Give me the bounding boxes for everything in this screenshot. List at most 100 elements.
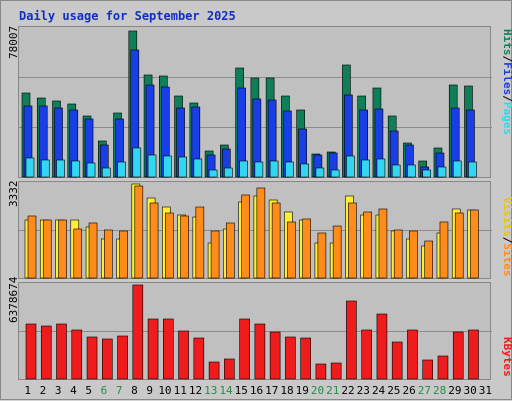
kbytes-panel: [18, 282, 492, 380]
legend-sites: Sites: [501, 243, 512, 276]
kbytes-bar: [330, 362, 342, 380]
sites-bar: [42, 219, 52, 279]
sites-bar: [348, 202, 357, 279]
pages-bar: [178, 156, 187, 178]
pages-bar: [269, 160, 279, 178]
hits-files-pages-panel: [18, 26, 492, 178]
kbytes-bar: [452, 331, 464, 380]
kbytes-bar: [86, 336, 98, 380]
kbytes-chart: [19, 284, 492, 380]
day-label: 9: [146, 384, 153, 397]
day-label: 7: [116, 384, 123, 397]
hits-files-pages-chart: [19, 30, 492, 178]
day-label: 19: [296, 384, 309, 397]
day-label: 24: [372, 384, 386, 397]
pages-bar: [147, 154, 157, 178]
pages-bar: [452, 160, 462, 178]
pages-bar: [239, 160, 248, 178]
sites-bar: [332, 225, 342, 279]
legend-pages: Pages: [501, 102, 512, 135]
kbytes-bar: [468, 329, 479, 380]
pages-bar: [208, 169, 218, 178]
day-label: 25: [387, 384, 400, 397]
day-label: 8: [131, 384, 138, 397]
sites-bar: [103, 229, 113, 279]
kbytes-bar: [239, 318, 250, 380]
day-label: 13: [204, 384, 217, 397]
day-label: 21: [326, 384, 339, 397]
kbytes-bar: [193, 337, 205, 380]
sites-bar: [424, 240, 434, 279]
kbytes-bar: [361, 329, 372, 380]
day-label: 17: [265, 384, 278, 397]
kbytes-bar: [391, 341, 403, 380]
pages-bar: [407, 164, 416, 178]
pages-bar: [117, 161, 126, 178]
pages-bar: [361, 159, 370, 178]
sites-bar: [271, 202, 281, 279]
kbytes-bar: [269, 331, 281, 380]
kbytes-bar: [40, 325, 52, 380]
sites-bar: [73, 228, 83, 279]
legend-hits: Hits: [501, 29, 512, 56]
kbytes-bar: [422, 359, 434, 380]
legend-separator: /: [501, 95, 512, 102]
day-label: 10: [158, 384, 171, 397]
day-label: 2: [40, 384, 47, 397]
kbytes-bar: [300, 337, 311, 380]
pages-bar: [224, 167, 233, 178]
day-label: 27: [418, 384, 431, 397]
day-label: 6: [101, 384, 108, 397]
sites-bar: [149, 202, 159, 279]
kbytes-bar: [224, 358, 235, 380]
pages-bar: [163, 155, 172, 178]
pages-bar: [300, 163, 309, 178]
day-label: 12: [189, 384, 202, 397]
pages-bar: [422, 169, 432, 178]
kbytes-bar: [208, 361, 220, 380]
kbytes-bar: [117, 335, 128, 380]
pages-bar: [468, 161, 477, 178]
pages-bar: [101, 167, 111, 178]
sites-bar: [302, 218, 311, 279]
sites-bar: [454, 212, 464, 279]
pages-bar: [25, 157, 35, 178]
kbytes-bar: [56, 323, 67, 380]
legend-panel1: Hits/Files/Pages: [501, 29, 512, 135]
day-label: 4: [70, 384, 77, 397]
sites-bar: [210, 230, 220, 279]
sites-bar: [165, 212, 174, 279]
kbytes-bar: [101, 338, 113, 380]
kbytes-bar: [178, 330, 189, 380]
sites-bar: [88, 222, 98, 279]
pages-bar: [315, 167, 325, 178]
kbytes-bar: [71, 329, 83, 380]
sites-bar: [439, 221, 449, 279]
sites-bar: [378, 208, 388, 279]
kbytes-bar: [437, 355, 449, 380]
day-label: 28: [433, 384, 446, 397]
kbytes-bar: [376, 313, 388, 380]
sites-visits-panel: [18, 181, 492, 279]
day-label: 16: [250, 384, 263, 397]
pages-bar: [346, 155, 355, 178]
sites-bar: [287, 221, 296, 279]
day-label: 14: [219, 384, 233, 397]
legend-kbytes: KBytes: [501, 337, 512, 377]
sites-bar: [134, 185, 144, 279]
pages-bar: [56, 159, 65, 178]
kbytes-bar: [285, 336, 296, 380]
chart-title: Daily usage for September 2025: [19, 9, 236, 23]
kbytes-bar: [163, 318, 174, 380]
legend-separator: /: [501, 237, 512, 244]
kbytes-bar: [147, 318, 159, 380]
kbytes-bar: [25, 323, 37, 380]
pages-bar: [376, 158, 386, 178]
pages-bar: [254, 161, 264, 178]
day-label: 31: [479, 384, 492, 397]
sites-bar: [393, 229, 403, 279]
sites-bar: [195, 206, 205, 279]
kbytes-bar: [407, 329, 418, 380]
pages-bar: [86, 162, 96, 178]
